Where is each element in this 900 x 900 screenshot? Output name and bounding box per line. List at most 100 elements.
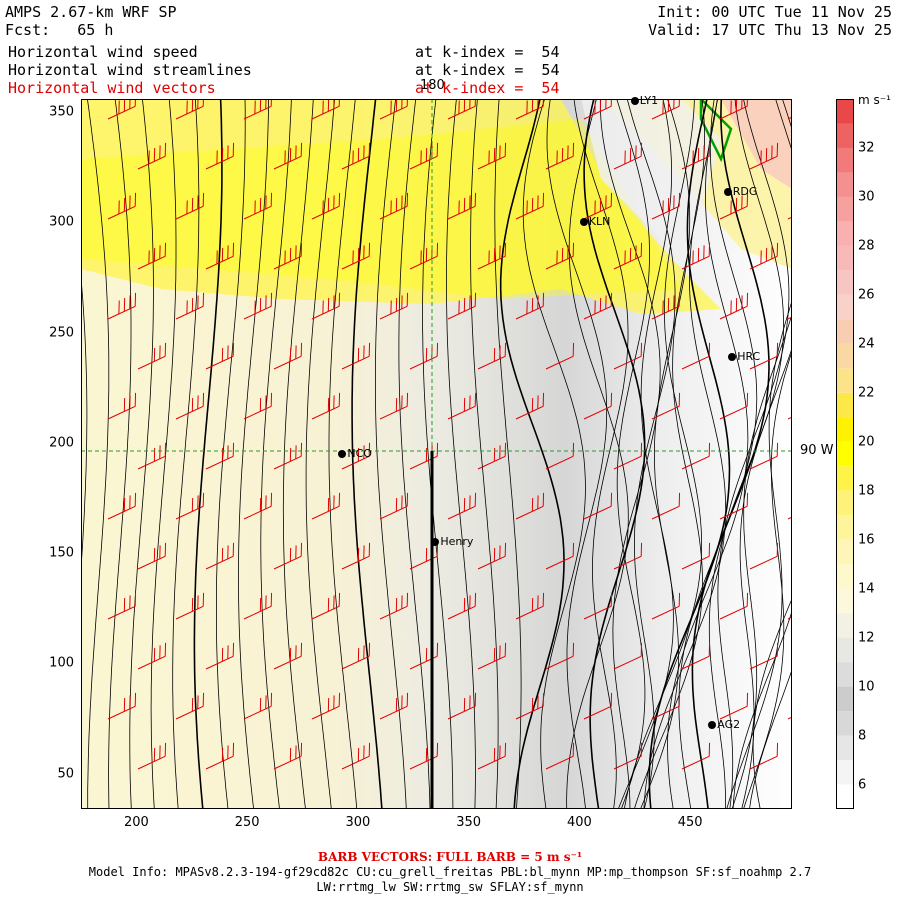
model-info: Model Info: MPASv8.2.3-194-gf29cd82c CU:… bbox=[0, 865, 900, 895]
wind-barb bbox=[273, 642, 303, 670]
colorbar-label: 8 bbox=[858, 728, 867, 744]
streamline bbox=[282, 99, 314, 809]
wind-barb bbox=[477, 642, 507, 670]
streamline bbox=[667, 99, 749, 809]
wind-barb bbox=[749, 342, 779, 370]
x-tick-label: 400 bbox=[566, 815, 592, 830]
wind-barb bbox=[477, 242, 507, 270]
wind-barb bbox=[545, 342, 575, 370]
streamline bbox=[129, 99, 154, 809]
colorbar-swatch bbox=[836, 270, 854, 295]
wind-barb bbox=[447, 692, 477, 720]
model-info-line-2: LW:rrtmg_lw SW:rrtmg_sw SFLAY:sf_mynn bbox=[316, 880, 584, 894]
wind-barb bbox=[613, 342, 643, 370]
wind-barb bbox=[243, 192, 273, 220]
wind-barb bbox=[311, 492, 341, 520]
station-marker bbox=[579, 218, 588, 227]
speed-core bbox=[81, 119, 681, 299]
wind-barb bbox=[243, 592, 273, 620]
station-label: Henry bbox=[440, 535, 474, 549]
wind-barb bbox=[719, 492, 749, 520]
wind-barb bbox=[409, 442, 439, 470]
station-label: RDG bbox=[732, 184, 758, 198]
wind-barb bbox=[205, 742, 235, 770]
streamline bbox=[749, 668, 792, 809]
wind-barb bbox=[273, 442, 303, 470]
wind-barb bbox=[137, 342, 167, 370]
field-name-streamlines: Horizontal wind streamlines bbox=[8, 61, 252, 79]
wind-barb bbox=[243, 392, 273, 420]
station-marker bbox=[708, 721, 717, 730]
field-level-vectors: at k-index = 54 bbox=[415, 79, 560, 97]
parallel-label: 90 W bbox=[800, 443, 834, 458]
colorbar-swatch bbox=[836, 539, 854, 565]
wind-barb bbox=[107, 192, 137, 220]
wind-barb bbox=[175, 492, 205, 520]
colorbar-swatch bbox=[836, 662, 854, 687]
wind-barb bbox=[719, 692, 749, 720]
barb-note: BARB VECTORS: FULL BARB = 5 m s⁻¹ bbox=[317, 850, 583, 864]
init-time: Init: 00 UTC Tue 11 Nov 25 bbox=[657, 3, 892, 21]
colorbar-swatch bbox=[836, 613, 854, 638]
wind-barb bbox=[545, 542, 575, 570]
wind-barb bbox=[205, 342, 235, 370]
wind-barb bbox=[681, 142, 711, 170]
wind-barbs bbox=[107, 99, 792, 770]
wind-barb bbox=[311, 392, 341, 420]
wind-barb bbox=[681, 442, 711, 470]
wind-barb bbox=[175, 692, 205, 720]
wind-barb bbox=[613, 742, 643, 770]
streamline bbox=[398, 99, 431, 809]
wind-barb bbox=[545, 642, 575, 670]
streamline bbox=[648, 99, 731, 809]
wind-barb bbox=[651, 492, 681, 520]
x-tick-label: 300 bbox=[345, 815, 371, 830]
station-marker bbox=[431, 538, 440, 547]
colorbar-label: 10 bbox=[858, 679, 875, 695]
wind-barb bbox=[243, 692, 273, 720]
forecast-hour: Fcst: 65 h bbox=[5, 21, 114, 39]
wind-barb bbox=[205, 242, 235, 270]
streamline bbox=[499, 99, 565, 809]
wind-barb bbox=[651, 192, 681, 220]
wind-barb bbox=[545, 142, 575, 170]
streamline bbox=[626, 99, 676, 809]
wind-barb bbox=[107, 292, 137, 320]
colorbar-swatch bbox=[836, 637, 854, 663]
wind-barb bbox=[409, 342, 439, 370]
station-label: NCO bbox=[347, 447, 372, 460]
colorbar-swatch bbox=[836, 588, 854, 614]
colorbar-swatch bbox=[836, 147, 854, 173]
wind-barb bbox=[447, 392, 477, 420]
colorbar-swatch bbox=[836, 123, 854, 148]
wind-barb bbox=[341, 642, 371, 670]
wind-barb bbox=[477, 742, 507, 770]
wind-barb bbox=[409, 642, 439, 670]
colorbar-swatch bbox=[836, 711, 854, 736]
wind-barb bbox=[719, 192, 749, 220]
wind-barb bbox=[583, 592, 613, 620]
streamline bbox=[633, 99, 706, 809]
y-tick-label: 200 bbox=[49, 435, 74, 451]
y-tick-label: 300 bbox=[49, 214, 74, 230]
wind-barb bbox=[379, 692, 409, 720]
colorbar-swatch bbox=[836, 294, 854, 320]
station-marker bbox=[338, 450, 347, 458]
field-level-speed: at k-index = 54 bbox=[415, 43, 560, 61]
colorbar-swatch bbox=[836, 172, 854, 197]
streamline bbox=[743, 350, 792, 809]
wind-barb bbox=[613, 242, 643, 270]
wind-barb bbox=[341, 342, 371, 370]
wind-barb bbox=[651, 692, 681, 720]
colorbar-label: 12 bbox=[858, 630, 875, 646]
wind-barb bbox=[447, 192, 477, 220]
wind-barb bbox=[311, 292, 341, 320]
colorbar-label: 32 bbox=[858, 140, 875, 156]
streamline bbox=[351, 99, 383, 809]
x-tick-label: 450 bbox=[677, 815, 703, 830]
colorbar-frame bbox=[836, 99, 854, 809]
streamline bbox=[446, 99, 476, 809]
streamline bbox=[616, 99, 650, 809]
station-label: AG2 bbox=[717, 718, 741, 732]
colorbar-label: 24 bbox=[858, 336, 875, 352]
